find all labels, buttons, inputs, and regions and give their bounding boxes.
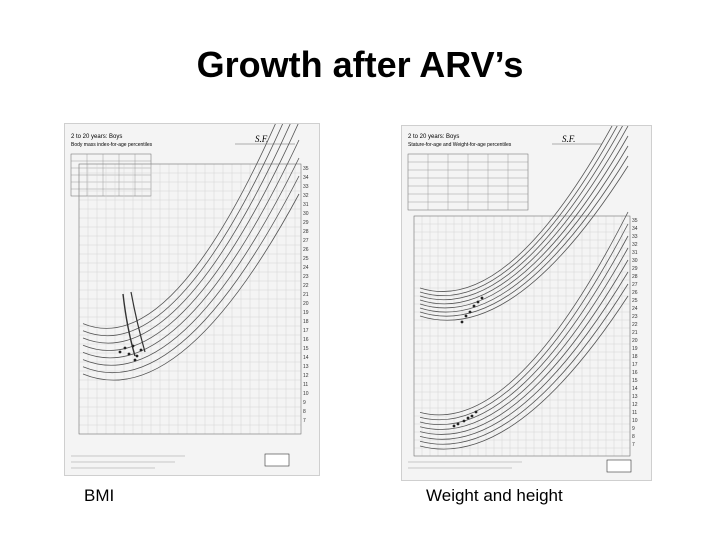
- svg-text:31: 31: [303, 202, 309, 208]
- svg-text:25: 25: [303, 256, 309, 262]
- bmi-chart-title-2: Body mass index-for-age percentiles: [71, 142, 153, 148]
- svg-text:11: 11: [303, 382, 308, 388]
- svg-text:34: 34: [632, 226, 638, 232]
- svg-text:33: 33: [303, 184, 309, 190]
- svg-text:27: 27: [303, 238, 309, 244]
- svg-text:31: 31: [632, 250, 638, 256]
- bmi-growth-chart-image: 2 to 20 years: Boys Body mass index-for-…: [64, 123, 320, 476]
- svg-text:24: 24: [632, 306, 638, 312]
- svg-text:17: 17: [632, 362, 638, 368]
- svg-text:29: 29: [303, 220, 309, 226]
- svg-text:8: 8: [632, 434, 635, 440]
- svg-text:26: 26: [303, 247, 309, 253]
- svg-text:18: 18: [303, 319, 309, 325]
- svg-text:33: 33: [632, 234, 638, 240]
- bmi-chart-title-1: 2 to 20 years: Boys: [71, 134, 122, 140]
- svg-text:7: 7: [303, 418, 306, 424]
- svg-text:24: 24: [303, 265, 309, 271]
- svg-text:14: 14: [303, 355, 309, 361]
- svg-text:25: 25: [632, 298, 638, 304]
- svg-text:35: 35: [632, 218, 638, 224]
- svg-text:26: 26: [632, 290, 638, 296]
- svg-text:23: 23: [303, 274, 309, 280]
- weight-height-growth-chart-image: 2 to 20 years: Boys Stature-for-age and …: [401, 125, 652, 481]
- svg-text:13: 13: [632, 394, 638, 400]
- svg-text:22: 22: [632, 322, 638, 328]
- wh-chart-title-2: Stature-for-age and Weight-for-age perce…: [408, 142, 512, 148]
- svg-text:22: 22: [303, 283, 309, 289]
- slide-title: Growth after ARV’s: [196, 44, 524, 85]
- svg-text:18: 18: [632, 354, 638, 360]
- svg-text:8: 8: [303, 409, 306, 415]
- svg-text:12: 12: [632, 402, 638, 408]
- svg-text:14: 14: [632, 386, 638, 392]
- svg-text:35: 35: [303, 166, 309, 172]
- svg-text:29: 29: [632, 266, 638, 272]
- svg-text:30: 30: [632, 258, 638, 264]
- svg-text:21: 21: [303, 292, 309, 298]
- bmi-name-field: S.F.: [255, 134, 268, 144]
- svg-text:28: 28: [632, 274, 638, 280]
- svg-text:17: 17: [303, 328, 309, 334]
- svg-text:20: 20: [632, 338, 638, 344]
- svg-text:23: 23: [632, 314, 638, 320]
- svg-text:10: 10: [632, 418, 638, 424]
- bmi-caption: BMI: [84, 486, 115, 505]
- wh-chart-title-1: 2 to 20 years: Boys: [408, 134, 459, 140]
- svg-text:7: 7: [632, 442, 635, 448]
- svg-text:28: 28: [303, 229, 309, 235]
- svg-text:21: 21: [632, 330, 638, 336]
- svg-text:20: 20: [303, 301, 309, 307]
- wh-name-field: S.F.: [562, 134, 575, 144]
- svg-text:13: 13: [303, 364, 309, 370]
- svg-text:32: 32: [303, 193, 309, 199]
- weight-height-caption: Weight and height: [426, 486, 563, 505]
- svg-text:9: 9: [303, 400, 306, 406]
- svg-text:32: 32: [632, 242, 638, 248]
- svg-text:19: 19: [303, 310, 309, 316]
- svg-text:15: 15: [303, 346, 309, 352]
- svg-text:9: 9: [632, 426, 635, 432]
- svg-text:11: 11: [632, 410, 637, 416]
- svg-text:19: 19: [632, 346, 638, 352]
- svg-text:10: 10: [303, 391, 309, 397]
- svg-text:16: 16: [632, 370, 638, 376]
- svg-text:12: 12: [303, 373, 309, 379]
- svg-text:27: 27: [632, 282, 638, 288]
- svg-text:30: 30: [303, 211, 309, 217]
- svg-text:34: 34: [303, 175, 309, 181]
- svg-text:15: 15: [632, 378, 638, 384]
- svg-text:16: 16: [303, 337, 309, 343]
